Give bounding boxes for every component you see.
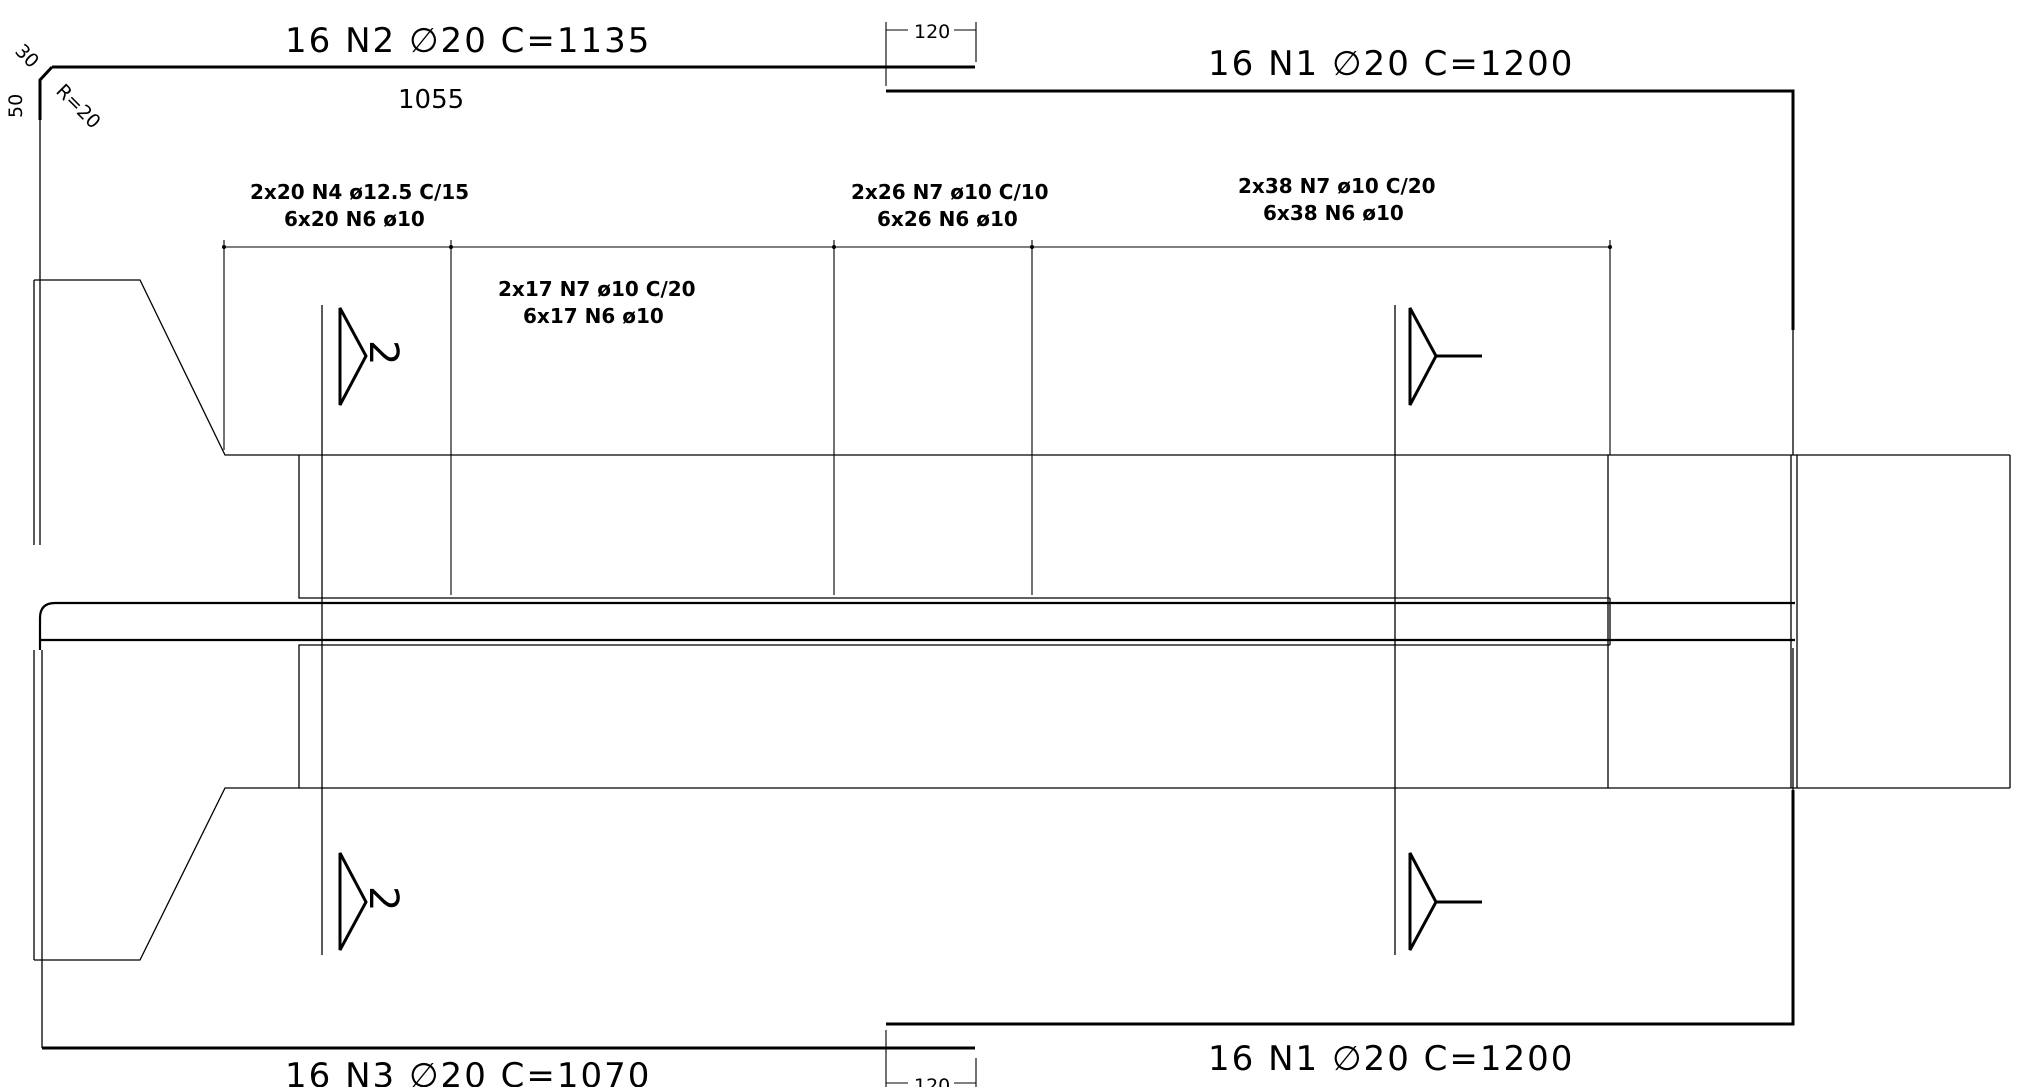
bar-n2-label: 16 N2 ∅20 C=1135 xyxy=(285,21,651,61)
zone-d-line1: 2x38 N7 ø10 C/20 xyxy=(1238,174,1436,198)
beam-outline xyxy=(33,279,2011,961)
bend-radius-label: R=20 xyxy=(51,80,104,133)
section-cut-1 xyxy=(1394,305,1482,955)
zone-b-line2: 6x17 N6 ø10 xyxy=(523,304,664,328)
zone-c-line1: 2x26 N7 ø10 C/10 xyxy=(851,180,1049,204)
section-cut-2 xyxy=(321,305,368,955)
bar-n1-top-label: 16 N1 ∅20 C=1200 xyxy=(1208,44,1574,84)
rebar-lines xyxy=(38,65,1795,1050)
overlap-top-label: 120 xyxy=(914,21,950,43)
zone-a-line2: 6x20 N6 ø10 xyxy=(284,207,425,231)
zone-d-line2: 6x38 N6 ø10 xyxy=(1263,201,1404,225)
stirrup-zones xyxy=(222,240,1612,595)
hook-50-label: 50 xyxy=(5,94,27,118)
section-2-bottom-label: 2 xyxy=(360,886,406,911)
overlap-dimensions xyxy=(885,22,977,1087)
overlap-bottom-label: 120 xyxy=(914,1075,950,1087)
zone-a-line1: 2x20 N4 ø12.5 C/15 xyxy=(250,180,469,204)
bar-n1-top xyxy=(886,89,1795,330)
bar-n1-bottom-label: 16 N1 ∅20 C=1200 xyxy=(1208,1039,1574,1079)
zone-c-line2: 6x26 N6 ø10 xyxy=(877,207,1018,231)
section-2-top-label: 2 xyxy=(360,340,406,365)
hook-30-label: 30 xyxy=(10,40,43,73)
straight-length-label: 1055 xyxy=(398,85,464,115)
bar-n3-label: 16 N3 ∅20 C=1070 xyxy=(285,1056,651,1087)
bar-n1-bottom xyxy=(886,790,1795,1026)
bar-n2 xyxy=(38,65,975,120)
zone-b-line1: 2x17 N7 ø10 C/20 xyxy=(498,277,696,301)
